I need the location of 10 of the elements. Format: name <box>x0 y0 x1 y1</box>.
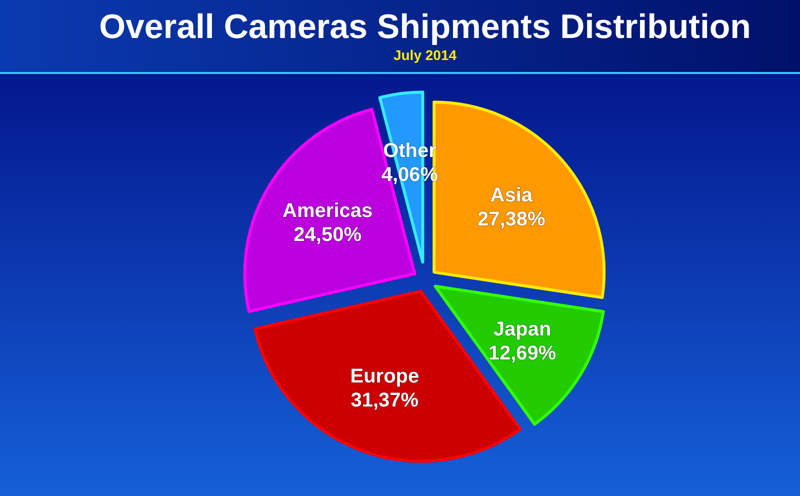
chart-title: Overall Cameras Shipments Distribution <box>99 8 751 46</box>
slice-label: Japan <box>493 318 552 340</box>
slice-label: Americas <box>282 200 373 222</box>
data-label: 27,38% <box>477 208 546 231</box>
data-label: 12,69% <box>488 342 556 364</box>
chart-subtitle: July 2014 <box>393 47 457 63</box>
data-label: 31,37% <box>350 390 419 412</box>
data-label: 24,50% <box>294 224 362 246</box>
slice-label: Asia <box>490 184 534 207</box>
slice-label: Europe <box>350 366 420 388</box>
